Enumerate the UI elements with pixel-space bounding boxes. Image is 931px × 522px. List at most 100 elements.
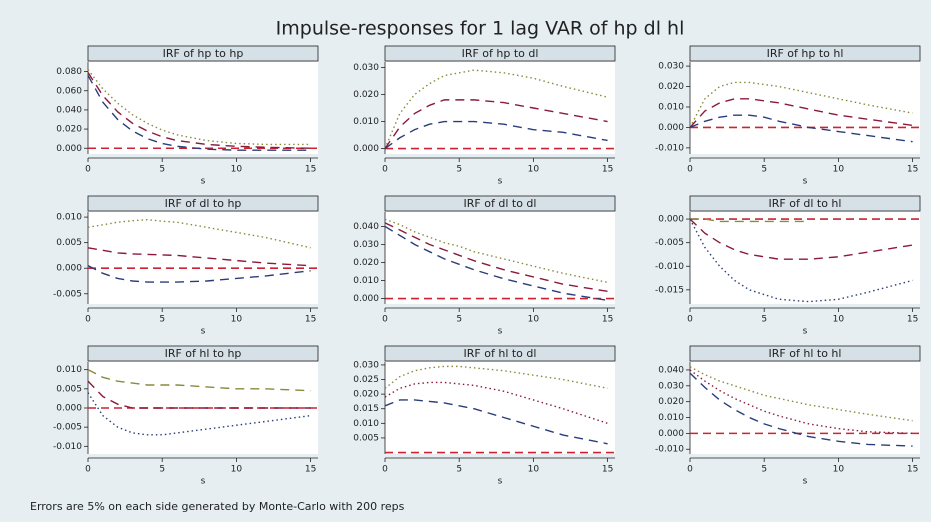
y-tick-label: -0.010 <box>655 445 684 455</box>
x-tick-label: 0 <box>687 165 693 175</box>
y-tick-label: 0.030 <box>353 63 379 73</box>
series-line <box>689 98 913 128</box>
x-tick-label: 5 <box>456 165 462 175</box>
y-tick-label: 0.000 <box>56 404 82 414</box>
panel-header <box>384 345 616 362</box>
panel-header <box>689 345 921 362</box>
y-tick-label: 0.000 <box>658 429 684 439</box>
panel-title: IRF of hp to dl <box>462 47 539 60</box>
panel-header <box>384 195 616 212</box>
y-tick-label: 0.020 <box>353 258 379 268</box>
x-tick-label: 15 <box>907 315 918 325</box>
series-line <box>87 75 311 151</box>
series-line <box>87 392 311 436</box>
series-line <box>384 120 608 150</box>
x-tick-label: 15 <box>602 465 613 475</box>
y-tick-label: 0.040 <box>353 222 379 232</box>
y-tick-label: 0.020 <box>658 82 684 92</box>
y-tick-label: -0.010 <box>655 262 684 272</box>
figure-note: Errors are 5% on each side generated by … <box>30 500 405 513</box>
x-tick-label: 5 <box>159 315 165 325</box>
x-tick-label: 0 <box>85 315 91 325</box>
y-tick-label: 0.040 <box>56 105 82 115</box>
y-tick-label: 0.025 <box>353 375 379 385</box>
series-line <box>690 218 809 223</box>
x-tick-label: 15 <box>602 165 613 175</box>
y-tick-label: 0.040 <box>658 365 684 375</box>
series-line <box>87 380 311 409</box>
series-line <box>384 399 608 445</box>
x-tick-label: 5 <box>159 465 165 475</box>
y-tick-label: 0.015 <box>353 404 379 414</box>
series-line <box>384 99 608 149</box>
y-tick-label: 0.000 <box>353 294 379 304</box>
y-tick-label: 0.020 <box>658 397 684 407</box>
panel-title: IRF of hp to hl <box>767 47 844 60</box>
series-line <box>384 222 608 293</box>
series-line <box>689 218 913 303</box>
x-tick-label: 15 <box>305 165 316 175</box>
x-tick-label: 5 <box>761 315 767 325</box>
panel-header <box>689 45 921 62</box>
x-axis-label: s <box>498 327 503 337</box>
y-tick-label: 0.010 <box>56 365 82 375</box>
series-line <box>689 218 913 260</box>
x-tick-label: 10 <box>528 465 540 475</box>
y-tick-label: 0.000 <box>658 123 684 133</box>
x-tick-label: 5 <box>761 465 767 475</box>
figure-title: Impulse-responses for 1 lag VAR of hp dl… <box>276 18 685 40</box>
x-tick-label: 10 <box>528 315 540 325</box>
y-tick-label: 0.000 <box>658 215 684 225</box>
panel-header <box>87 195 319 212</box>
x-tick-label: 0 <box>85 165 91 175</box>
x-tick-label: 10 <box>833 465 845 475</box>
y-tick-label: 0.010 <box>658 102 684 112</box>
y-tick-label: 0.080 <box>56 67 82 77</box>
plot-area <box>88 212 318 304</box>
y-tick-label: 0.005 <box>353 433 379 443</box>
series-line <box>689 372 913 447</box>
y-tick-label: -0.015 <box>655 285 684 295</box>
x-tick-label: 0 <box>382 165 388 175</box>
x-tick-label: 0 <box>687 315 693 325</box>
x-axis-label: s <box>498 477 503 487</box>
panel-title: IRF of hl to hp <box>165 347 242 360</box>
y-tick-label: -0.010 <box>53 442 82 452</box>
plot-area <box>385 62 615 154</box>
x-tick-label: 0 <box>687 465 693 475</box>
y-tick-label: -0.005 <box>53 423 82 433</box>
panel-title: IRF of dl to hl <box>769 197 842 210</box>
panel-header <box>689 195 921 212</box>
x-tick-label: 10 <box>231 165 243 175</box>
x-axis-label: s <box>201 327 206 337</box>
y-tick-label: 0.030 <box>658 62 684 72</box>
x-tick-label: 0 <box>382 465 388 475</box>
plot-area <box>690 212 920 304</box>
series-line <box>384 225 608 302</box>
x-axis-label: s <box>201 177 206 187</box>
y-tick-label: 0.020 <box>353 90 379 100</box>
x-tick-label: 0 <box>382 315 388 325</box>
x-tick-label: 0 <box>85 465 91 475</box>
y-tick-label: 0.030 <box>658 381 684 391</box>
series-line <box>689 114 913 143</box>
y-tick-label: 0.000 <box>56 144 82 154</box>
y-tick-label: -0.005 <box>655 238 684 248</box>
x-tick-label: 10 <box>833 315 845 325</box>
x-axis-label: s <box>803 327 808 337</box>
y-tick-label: 0.020 <box>56 125 82 135</box>
x-tick-label: 5 <box>456 465 462 475</box>
series-line <box>689 81 913 128</box>
y-tick-label: 0.000 <box>353 144 379 154</box>
y-tick-label: 0.005 <box>56 384 82 394</box>
panel-title: IRF of hp to hp <box>163 47 244 60</box>
series-line <box>689 369 913 435</box>
panel-title: IRF of dl to dl <box>464 197 537 210</box>
panel-header <box>384 45 616 62</box>
x-axis-label: s <box>803 177 808 187</box>
y-tick-label: 0.010 <box>353 419 379 429</box>
plot-area <box>88 62 318 154</box>
y-tick-label: 0.060 <box>56 86 82 96</box>
series-line <box>384 69 608 149</box>
